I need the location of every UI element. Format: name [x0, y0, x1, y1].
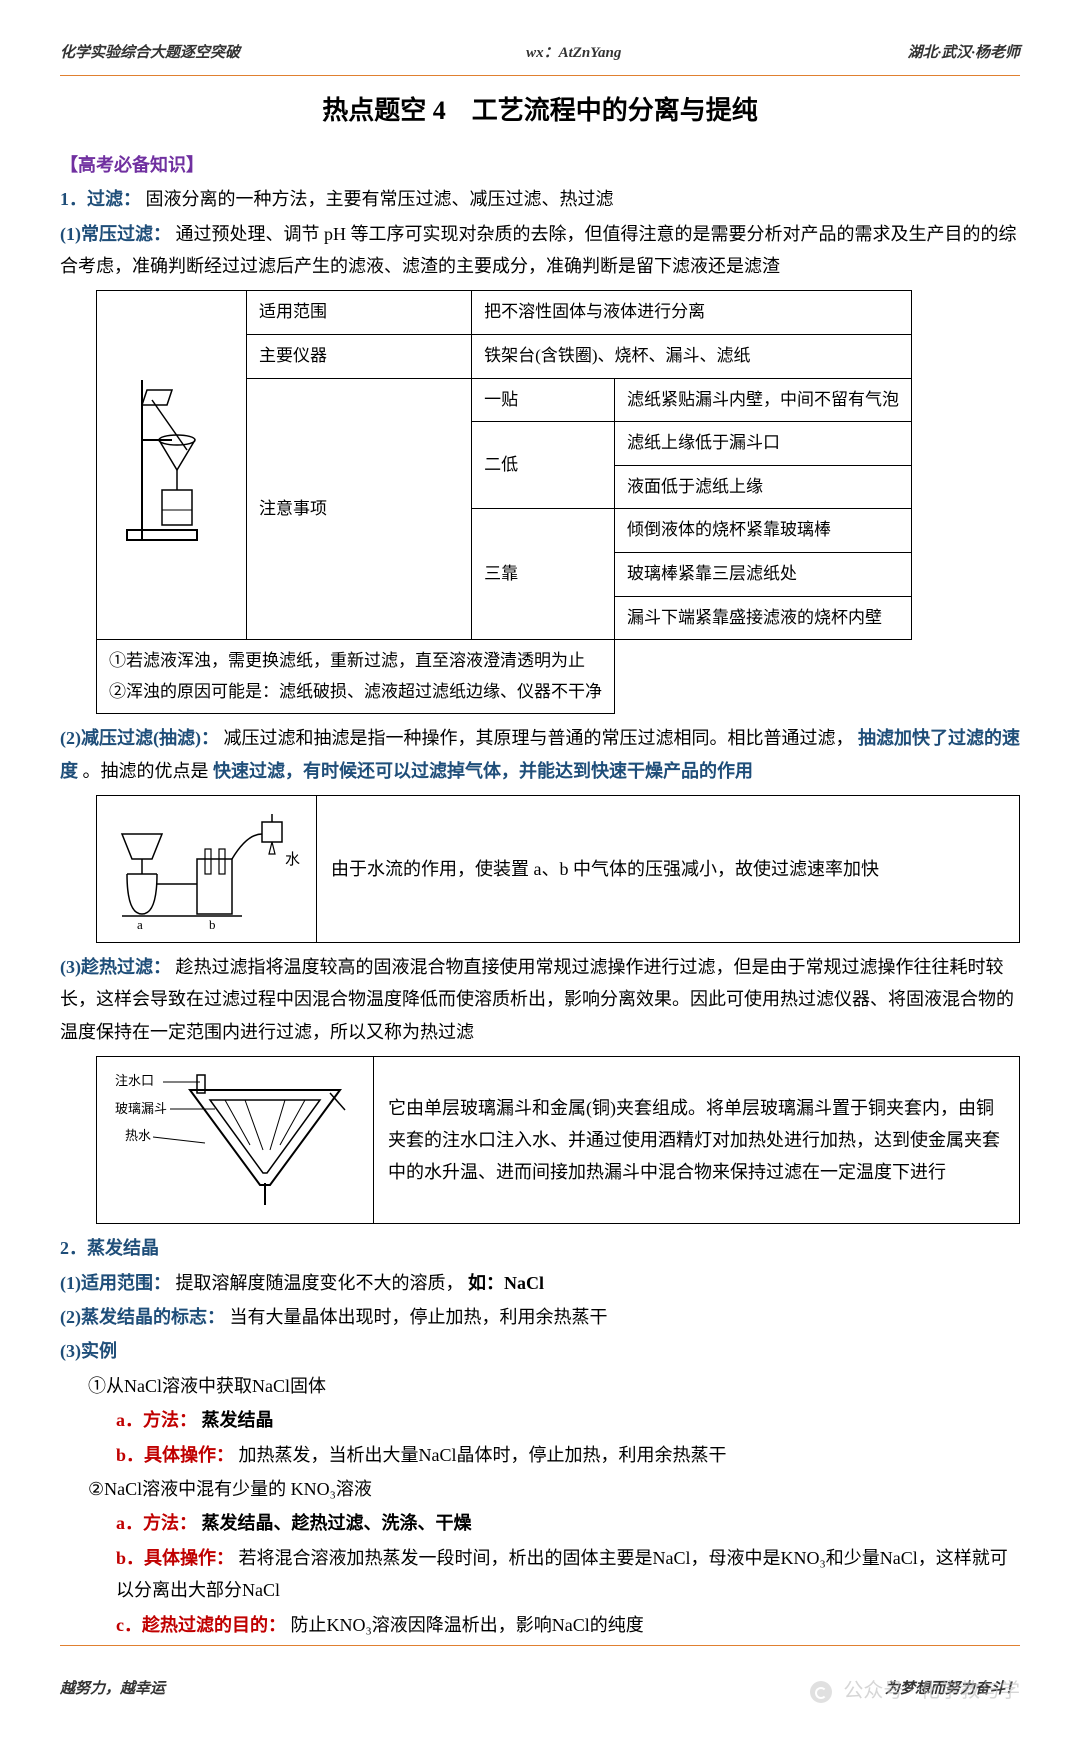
s2-3-2: ②NaCl溶液中混有少量的 KNO₃溶液 [60, 1473, 1020, 1505]
t1-r3a1: 一贴 [472, 378, 615, 422]
label-b: b [209, 917, 216, 932]
s1-text: 固液分离的一种方法，主要有常压过滤、减压过滤、热过滤 [146, 189, 614, 209]
s1-title-row: 1．过滤： 固液分离的一种方法，主要有常压过滤、减压过滤、热过滤 [60, 183, 1020, 215]
watermark: 公众号 · 化学教与学 [60, 1673, 1020, 1709]
hot-filter-diagram: 注水口 玻璃漏斗 热水 [97, 1057, 374, 1223]
s1-label: 1．过滤： [60, 189, 141, 209]
t1-r3b1: 二低 [472, 422, 615, 509]
label-inlet: 注水口 [115, 1073, 154, 1088]
page-title: 热点题空 4 工艺流程中的分离与提纯 [60, 88, 1020, 135]
s2-title: 2．蒸发结晶 [60, 1232, 1020, 1264]
s2-3-1b-row: b．具体操作： 加热蒸发，当析出大量NaCl晶体时，停止加热，利用余热蒸干 [60, 1439, 1020, 1471]
s1-2-row: (2)减压过滤(抽滤)： 减压过滤和抽滤是指一种操作，其原理与普通的常压过滤相同… [60, 722, 1020, 787]
s2-3-2c-row: c．趁热过滤的目的： 防止KNO₃溶液因降温析出，影响NaCl的纯度 [60, 1609, 1020, 1641]
t1-r3b3: 液面低于滤纸上缘 [615, 465, 912, 509]
t1-r3c1b: 三靠 [472, 509, 615, 640]
s2-2-row: (2)蒸发结晶的标志： 当有大量晶体出现时，停止加热，利用余热蒸干 [60, 1301, 1020, 1333]
s1-2-d: 快速过滤，有时候还可以过滤掉气体，并能达到快速干燥产品的作用 [213, 761, 753, 781]
header-mid: wx：AtZnYang [526, 40, 621, 67]
header-divider [60, 75, 1020, 76]
filtration-apparatus-icon [117, 370, 227, 550]
label-a: a [137, 917, 143, 932]
t1-r3c3: 玻璃棒紧靠三层滤纸处 [615, 552, 912, 596]
s1-3-row: (3)趁热过滤： 趁热过滤指将温度较高的固液混合物直接使用常规过滤操作进行过滤，… [60, 951, 1020, 1048]
s2-3-2b-row: b．具体操作： 若将混合溶液加热蒸发一段时间，析出的固体主要是NaCl，母液中是… [60, 1542, 1020, 1607]
vacuum-filter-text: 由于水流的作用，使装置 a、b 中气体的压强减小，故使过滤速率加快 [317, 796, 893, 942]
page-header: 化学实验综合大题逐空突破 wx：AtZnYang 湖北·武汉·杨老师 [60, 40, 1020, 67]
t1-r3c4: 漏斗下端紧靠盛接滤液的烧杯内壁 [615, 596, 912, 640]
label-funnel: 玻璃漏斗 [115, 1101, 167, 1116]
s1-2-c: 。抽滤的优点是 [83, 761, 209, 781]
t1-r3c2: 倾倒液体的烧杯紧靠玻璃棒 [615, 509, 912, 553]
wechat-icon [810, 1681, 832, 1703]
s1-2-label: (2)减压过滤(抽滤)： [60, 728, 219, 748]
s2-3-2a-l: a．方法： [116, 1513, 197, 1533]
s2-3-label: (3)实例 [60, 1335, 1020, 1367]
label-hotwater: 热水 [125, 1128, 151, 1143]
vacuum-filter-diagram: a b 水 [97, 796, 317, 942]
s1-1-text: 通过预处理、调节 pH 等工序可实现对杂质的去除，但值得注意的是需要分析对产品的… [60, 224, 1017, 276]
s1-2-a: 减压过滤和抽滤是指一种操作，其原理与普通的常压过滤相同。相比普通过滤， [223, 728, 853, 748]
watermark-text: 公众号 · 化学教与学 [843, 1680, 1020, 1702]
s2-3-2c: 防止KNO₃溶液因降温析出，影响NaCl的纯度 [291, 1615, 644, 1635]
s2-3-2a-row: a．方法： 蒸发结晶、趁热过滤、洗涤、干燥 [60, 1507, 1020, 1539]
t1-r2c1: 主要仪器 [247, 334, 472, 378]
vacuum-filter-box: a b 水 由于水流的作用，使装置 a、b 中气体的压强减小，故使过滤速率加快 [96, 795, 1020, 943]
hot-filter-text: 它由单层玻璃漏斗和金属(铜)夹套组成。将单层玻璃漏斗置于铜夹套内，由铜夹套的注水… [374, 1057, 1019, 1223]
s1-1-row: (1)常压过滤： 通过预处理、调节 pH 等工序可实现对杂质的去除，但值得注意的… [60, 218, 1020, 283]
s1-3-label: (3)趁热过滤： [60, 957, 171, 977]
s2-3-2b: 若将混合溶液加热蒸发一段时间，析出的固体主要是NaCl，母液中是KNO₃和少量N… [116, 1548, 1008, 1600]
s2-2-text: 当有大量晶体出现时，停止加热，利用余热蒸干 [230, 1307, 608, 1327]
header-right: 湖北·武汉·杨老师 [907, 40, 1020, 67]
t1-r1c1: 适用范围 [247, 291, 472, 335]
t1-r3d: ①若滤液浑浊，需更换滤纸，重新过滤，直至溶液澄清透明为止 ②浑浊的原因可能是：滤… [97, 640, 615, 714]
t1-r3b2: 滤纸上缘低于漏斗口 [615, 422, 912, 466]
s2-3-1a: 蒸发结晶 [202, 1410, 274, 1430]
hot-filter-box: 注水口 玻璃漏斗 热水 它由单层玻璃漏斗和金属(铜)夹套组成。将单层玻璃漏斗置于… [96, 1056, 1020, 1224]
t1-r1c2: 把不溶性固体与液体进行分离 [472, 291, 912, 335]
s2-3-1a-l: a．方法： [116, 1410, 197, 1430]
s2-1-row: (1)适用范围： 提取溶解度随温度变化不大的溶质， 如：NaCl [60, 1267, 1020, 1299]
filter-table: 适用范围 把不溶性固体与液体进行分离 主要仪器 铁架台(含铁圈)、烧杯、漏斗、滤… [96, 290, 912, 714]
s1-3-text: 趁热过滤指将温度较高的固液混合物直接使用常规过滤操作进行过滤，但是由于常规过滤操… [60, 957, 1014, 1042]
s2-3-1a-row: a．方法： 蒸发结晶 [60, 1404, 1020, 1436]
s2-1-bold: 如：NaCl [468, 1273, 544, 1293]
hot-filtration-icon: 注水口 玻璃漏斗 热水 [105, 1065, 365, 1215]
s2-3-1b-l: b．具体操作： [116, 1445, 234, 1465]
s2-1-label: (1)适用范围： [60, 1273, 171, 1293]
s2-3-1b: 加热蒸发，当析出大量NaCl晶体时，停止加热，利用余热蒸干 [239, 1445, 727, 1465]
footer-divider [60, 1645, 1020, 1646]
label-water: 水 [285, 851, 300, 868]
s2-3-2b-l: b．具体操作： [116, 1548, 234, 1568]
s2-2-label: (2)蒸发结晶的标志： [60, 1307, 225, 1327]
header-left: 化学实验综合大题逐空突破 [60, 40, 240, 67]
vacuum-filtration-icon: a b 水 [107, 804, 307, 934]
t1-r2c2: 铁架台(含铁圈)、烧杯、漏斗、滤纸 [472, 334, 912, 378]
s2-3-1: ①从NaCl溶液中获取NaCl固体 [60, 1370, 1020, 1402]
s1-1-label: (1)常压过滤： [60, 224, 171, 244]
s2-3-2a: 蒸发结晶、趁热过滤、洗涤、干燥 [202, 1513, 472, 1533]
t1-r3a2: 滤纸紧贴漏斗内壁，中间不留有气泡 [615, 378, 912, 422]
s2-3-2c-l: c．趁热过滤的目的： [116, 1615, 286, 1635]
s2-1-text: 提取溶解度随温度变化不大的溶质， [176, 1273, 464, 1293]
knowledge-heading: 【高考必备知识】 [60, 149, 1020, 181]
t1-r3c1: 注意事项 [247, 378, 472, 640]
filter-diagram-cell [97, 291, 247, 640]
